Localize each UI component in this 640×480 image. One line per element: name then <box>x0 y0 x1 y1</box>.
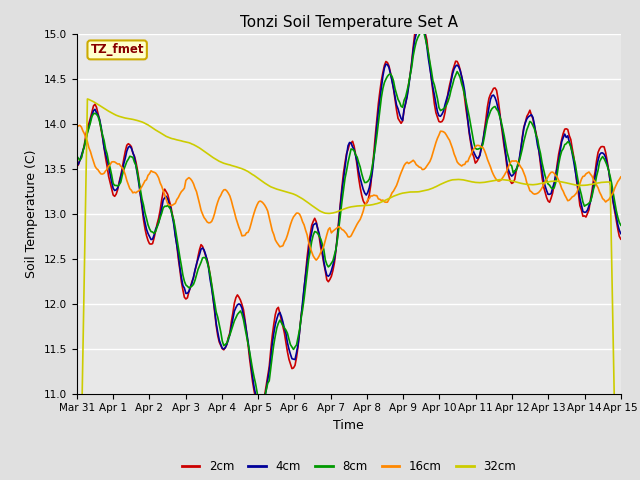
2cm <box>264 373 271 379</box>
8cm <box>256 403 264 408</box>
2cm <box>255 414 262 420</box>
Y-axis label: Soil Temperature (C): Soil Temperature (C) <box>25 149 38 278</box>
2cm <box>140 216 147 222</box>
2cm <box>253 401 261 407</box>
4cm <box>264 377 271 383</box>
32cm <box>237 165 244 171</box>
Legend: 2cm, 4cm, 8cm, 16cm, 32cm: 2cm, 4cm, 8cm, 16cm, 32cm <box>177 455 520 478</box>
4cm <box>235 301 243 307</box>
32cm <box>141 120 149 126</box>
16cm <box>76 122 84 128</box>
2cm <box>235 294 243 300</box>
Line: 16cm: 16cm <box>77 125 621 260</box>
4cm <box>312 220 320 226</box>
16cm <box>255 199 262 205</box>
Line: 8cm: 8cm <box>77 31 621 406</box>
4cm <box>417 20 424 26</box>
8cm <box>417 28 424 34</box>
Line: 4cm: 4cm <box>77 23 621 412</box>
Line: 32cm: 32cm <box>77 99 621 480</box>
2cm <box>73 163 81 169</box>
2cm <box>417 16 424 22</box>
2cm <box>617 236 625 242</box>
32cm <box>255 176 262 181</box>
Text: TZ_fmet: TZ_fmet <box>90 43 144 56</box>
16cm <box>312 257 320 263</box>
32cm <box>264 182 271 188</box>
2cm <box>312 219 320 225</box>
32cm <box>312 206 320 212</box>
8cm <box>73 153 81 159</box>
8cm <box>253 389 261 395</box>
4cm <box>73 162 81 168</box>
Line: 2cm: 2cm <box>77 19 621 417</box>
8cm <box>264 381 271 386</box>
16cm <box>264 208 271 214</box>
4cm <box>140 212 147 218</box>
8cm <box>235 310 243 315</box>
16cm <box>617 174 625 180</box>
32cm <box>588 181 596 187</box>
16cm <box>314 255 321 261</box>
16cm <box>73 124 81 130</box>
16cm <box>237 228 244 234</box>
32cm <box>84 96 92 102</box>
8cm <box>617 222 625 228</box>
8cm <box>312 229 320 235</box>
X-axis label: Time: Time <box>333 419 364 432</box>
4cm <box>617 231 625 237</box>
2cm <box>589 177 597 182</box>
8cm <box>140 202 147 208</box>
Title: Tonzi Soil Temperature Set A: Tonzi Soil Temperature Set A <box>240 15 458 30</box>
4cm <box>256 409 264 415</box>
8cm <box>589 186 597 192</box>
16cm <box>141 178 149 184</box>
4cm <box>589 182 597 188</box>
16cm <box>589 177 597 183</box>
4cm <box>253 395 261 401</box>
